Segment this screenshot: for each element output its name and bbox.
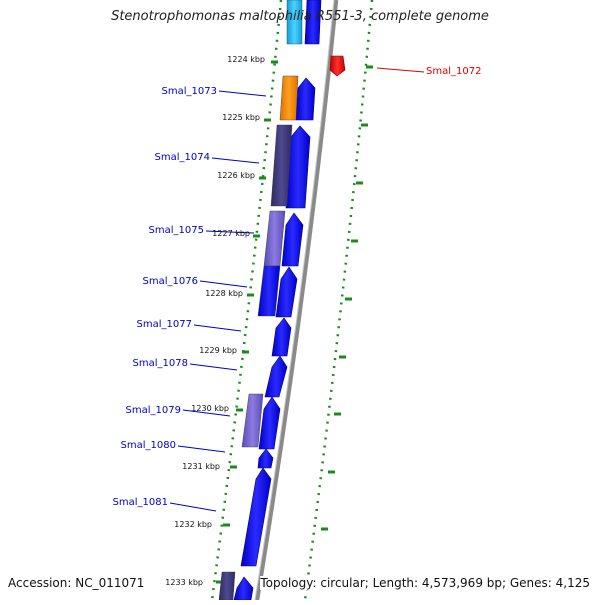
gene-block-light-smal-1075[interactable] [263, 210, 286, 267]
leader-smal-1077 [193, 324, 242, 332]
gene-block-light-smal-1079[interactable] [241, 393, 264, 448]
tick-label-1224: 1224 kbp [227, 55, 265, 64]
topology-text: Topology: circular; Length: 4,573,969 bp… [260, 576, 590, 590]
tick-label-1228: 1228 kbp [205, 289, 243, 298]
outer-major-ticks [314, 65, 373, 589]
inner-colored-genes [218, 0, 303, 601]
inner-major-ticks [216, 60, 278, 584]
gene-block-cyan[interactable] [286, 0, 303, 45]
gene-label-smal-1081[interactable]: Smal_1081 [113, 497, 168, 508]
tick-label-1230: 1230 kbp [191, 404, 229, 413]
gene-label-smal-1076[interactable]: Smal_1076 [143, 276, 198, 287]
tick-label-1229: 1229 kbp [199, 346, 237, 355]
gene-arrow-smal-1080[interactable] [257, 448, 274, 469]
tick-label-1226: 1226 kbp [217, 171, 255, 180]
leader-smal-1074 [211, 157, 260, 164]
gene-arrow-bottom[interactable] [233, 576, 254, 601]
gene-arrow-smal-1077[interactable] [271, 317, 292, 357]
tick-label-1232: 1232 kbp [174, 520, 212, 529]
leader-smal-1078 [189, 363, 238, 371]
leader-smal-1079 [182, 409, 231, 417]
tick-label-1233: 1233 kbp [165, 578, 203, 587]
leader-smal-1080 [177, 445, 226, 453]
gene-label-smal-1077[interactable]: Smal_1077 [137, 319, 192, 330]
gene-label-smal-1072[interactable]: Smal_1072 [426, 66, 481, 77]
leader-smal-1081 [169, 502, 217, 512]
gene-arrow-smal-1073[interactable] [295, 77, 316, 121]
gene-arrow-smal-1081[interactable] [240, 467, 272, 567]
gene-labels: Smal_1073 Smal_1074 Smal_1075 Smal_1076 … [113, 86, 217, 508]
tick-labels: 1224 kbp 1225 kbp 1226 kbp 1227 kbp 1228… [165, 55, 265, 587]
gene-label-smal-1075[interactable]: Smal_1075 [149, 225, 204, 236]
gene-arrow-smal-1079[interactable] [258, 396, 281, 450]
gene-block-dark-smal-1074[interactable] [270, 124, 293, 207]
leader-smal-1076 [199, 280, 248, 288]
leader-smal-1075 [205, 230, 255, 234]
gene-label-smal-1078[interactable]: Smal_1078 [133, 358, 188, 369]
gene-label-smal-1079[interactable]: Smal_1079 [126, 405, 181, 416]
gene-block-dark-bottom[interactable] [218, 571, 236, 601]
gene-arrow-top[interactable] [304, 0, 322, 45]
gene-arrow-smal-1075[interactable] [281, 212, 304, 267]
leader-smal-1072 [376, 67, 425, 73]
gene-block-orange-smal-1073[interactable] [279, 75, 299, 121]
forward-strand-genes [233, 0, 322, 601]
genome-backbone-highlight [254, 0, 335, 601]
tick-label-1231: 1231 kbp [182, 462, 220, 471]
gene-label-smal-1080[interactable]: Smal_1080 [121, 440, 176, 451]
leader-smal-1073 [218, 90, 267, 97]
gene-arrow-smal-1076[interactable] [275, 266, 298, 318]
genome-backbone [254, 0, 339, 601]
gene-label-smal-1074[interactable]: Smal_1074 [155, 152, 210, 163]
tick-label-1227: 1227 kbp [212, 229, 250, 238]
gene-arrow-smal-1078[interactable] [264, 355, 288, 398]
map-title: Stenotrophomonas maltophilia R551-3, com… [111, 9, 489, 24]
gene-block-blue-smal-1076[interactable] [257, 265, 281, 317]
tick-label-1225: 1225 kbp [222, 113, 260, 122]
label-leader-lines [169, 90, 267, 512]
accession-text: Accession: NC_011071 [8, 576, 145, 590]
gene-label-smal-1073[interactable]: Smal_1073 [162, 86, 217, 97]
gene-arrow-smal-1072[interactable] [329, 55, 346, 77]
